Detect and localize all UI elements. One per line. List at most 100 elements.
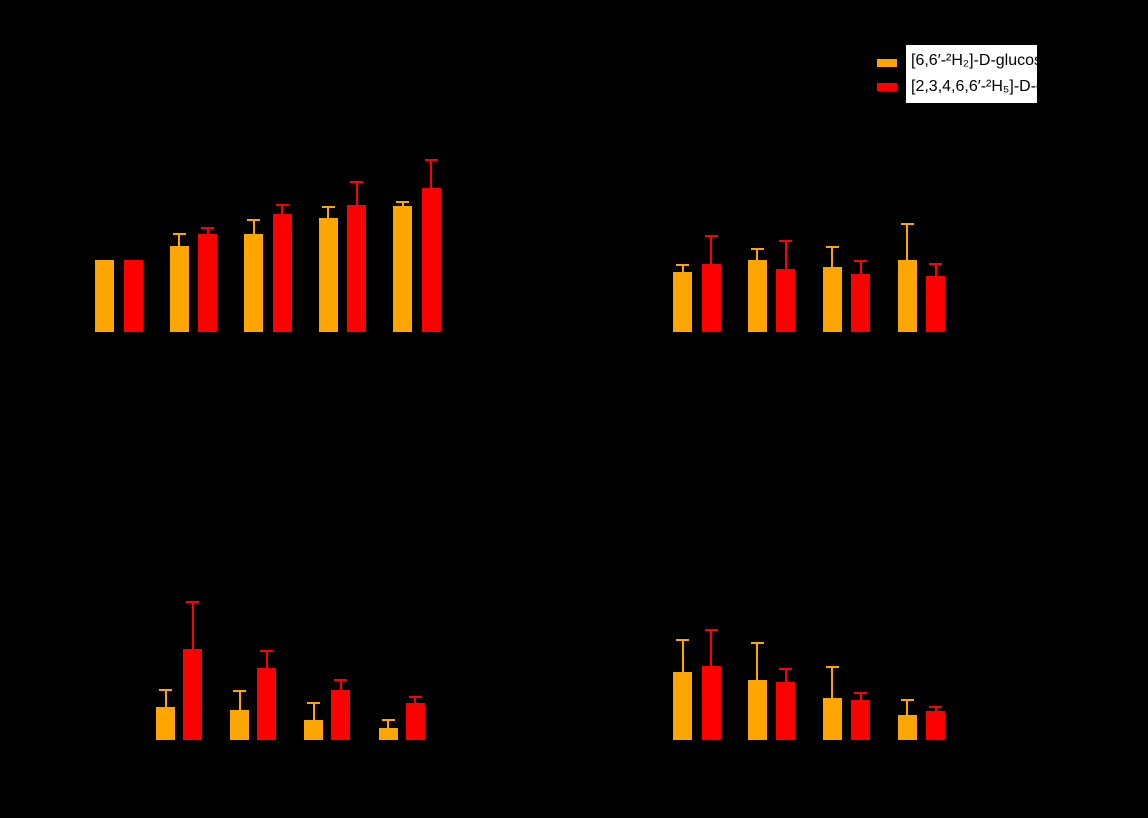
bar-top-right-g3-s1: [822, 266, 842, 332]
error-bar-cap-top-right-g1-s1: [676, 264, 689, 266]
bar-bottom-right-g1-s2: [701, 666, 721, 740]
legend-box: [6,6′-²H₂]-D-glucos [2,3,4,6,6′-²H₅]-D-g: [906, 45, 1037, 103]
error-bar-cap-top-left-g2-s1: [172, 233, 186, 235]
bar-bottom-right-g4-s1: [897, 715, 917, 740]
bar-top-right-g4-s2: [926, 276, 946, 332]
error-bar-stem-top-right-g2-s1: [756, 248, 759, 260]
bar-top-right-g2-s2: [776, 268, 796, 332]
error-bar-stem-bottom-left-g4-s1: [387, 719, 390, 728]
error-bar-cap-top-right-g4-s1: [900, 222, 914, 225]
error-bar-stem-top-right-g3-s2: [859, 261, 862, 274]
bar-top-right-g1-s2: [701, 263, 721, 332]
error-bar-cap-bottom-left-g2-s2: [260, 650, 274, 652]
error-bar-stem-top-right-g3-s1: [831, 246, 834, 267]
error-bar-cap-top-right-g2-s2: [779, 240, 793, 242]
bar-top-left-g2-s1: [169, 245, 189, 332]
error-bar-cap-top-left-g3-s1: [247, 218, 261, 221]
bar-bottom-left-g4-s1: [378, 727, 398, 740]
bar-top-right-g4-s1: [897, 260, 917, 332]
error-bar-stem-bottom-left-g1-s1: [164, 690, 167, 707]
error-bar-cap-bottom-left-g1-s2: [186, 601, 199, 603]
error-bar-cap-bottom-right-g3-s1: [825, 666, 839, 668]
bar-top-left-g3-s1: [244, 233, 264, 332]
error-bar-cap-top-right-g3-s2: [854, 260, 868, 262]
error-bar-stem-top-left-g2-s2: [206, 228, 209, 234]
bar-bottom-left-g4-s2: [405, 702, 425, 740]
error-bar-stem-top-left-g4-s1: [327, 207, 330, 218]
bar-top-left-g1-s1: [95, 259, 114, 332]
error-bar-cap-bottom-right-g2-s1: [750, 641, 764, 644]
error-bar-cap-bottom-left-g3-s2: [334, 678, 348, 681]
bar-bottom-right-g1-s1: [673, 671, 692, 740]
error-bar-stem-bottom-right-g3-s1: [831, 667, 834, 698]
error-bar-cap-bottom-right-g1-s2: [704, 628, 718, 631]
error-bar-stem-bottom-left-g1-s2: [191, 602, 194, 649]
legend-label-h2-glucose: [6,6′-²H₂]-D-glucos: [911, 52, 1037, 69]
error-bar-stem-top-right-g1-s1: [681, 265, 684, 272]
error-bar-stem-bottom-right-g2-s2: [784, 669, 787, 682]
error-bar-stem-bottom-right-g1-s2: [710, 629, 712, 666]
error-bar-cap-bottom-right-g4-s1: [900, 699, 914, 701]
error-bar-cap-bottom-left-g2-s1: [233, 690, 247, 692]
error-bar-stem-bottom-left-g4-s2: [414, 697, 417, 703]
error-bar-cap-top-right-g1-s2: [704, 235, 718, 237]
error-bar-stem-bottom-right-g1-s1: [681, 640, 684, 672]
error-bar-cap-top-left-g5-s1: [396, 200, 410, 203]
bar-bottom-right-g3-s2: [851, 700, 871, 740]
error-bar-stem-top-left-g2-s1: [178, 234, 181, 246]
error-bar-stem-top-left-g3-s2: [281, 204, 284, 214]
bar-bottom-left-g2-s2: [257, 667, 277, 740]
error-bar-stem-bottom-right-g4-s1: [906, 700, 909, 715]
legend-label-h5-glucose: [2,3,4,6,6′-²H₅]-D-g: [911, 78, 1037, 95]
error-bar-stem-top-left-g3-s1: [252, 219, 255, 234]
bar-top-left-g5-s1: [393, 206, 413, 332]
error-bar-cap-top-right-g3-s1: [825, 245, 839, 248]
bar-bottom-left-g1-s1: [156, 706, 175, 740]
error-bar-cap-bottom-right-g2-s2: [779, 668, 793, 670]
error-bar-cap-bottom-right-g1-s1: [676, 639, 689, 641]
bar-top-right-g1-s1: [673, 271, 692, 332]
error-bar-stem-top-right-g4-s2: [934, 263, 937, 276]
error-bar-stem-bottom-left-g3-s1: [312, 703, 315, 720]
bar-top-left-g4-s1: [318, 218, 338, 332]
error-bar-cap-bottom-left-g4-s1: [381, 718, 395, 721]
error-bar-cap-bottom-right-g3-s2: [854, 691, 868, 694]
bar-top-left-g3-s2: [272, 213, 292, 332]
error-bar-stem-top-right-g1-s2: [710, 236, 712, 264]
bar-bottom-left-g2-s1: [230, 709, 250, 740]
bar-top-left-g4-s2: [347, 205, 367, 332]
error-bar-stem-bottom-right-g3-s2: [859, 692, 862, 700]
bar-bottom-right-g2-s2: [776, 681, 796, 740]
error-bar-cap-top-left-g2-s2: [201, 227, 215, 229]
error-bar-cap-top-left-g5-s2: [424, 158, 438, 161]
bar-bottom-right-g3-s1: [822, 697, 842, 740]
error-bar-stem-top-left-g4-s2: [355, 181, 358, 205]
error-bar-stem-top-left-g5-s2: [430, 159, 433, 188]
bar-top-right-g2-s1: [747, 259, 767, 332]
error-bar-cap-bottom-left-g4-s2: [408, 696, 422, 698]
bar-top-left-g1-s2: [123, 259, 143, 332]
bar-bottom-left-g3-s1: [304, 719, 324, 740]
error-bar-stem-bottom-left-g2-s1: [238, 691, 241, 710]
error-bar-cap-top-left-g3-s2: [275, 203, 289, 206]
bar-top-left-g5-s2: [421, 187, 441, 332]
error-bar-stem-bottom-left-g3-s2: [339, 679, 342, 690]
bar-top-right-g3-s2: [851, 274, 871, 332]
error-bar-cap-bottom-right-g4-s2: [929, 705, 943, 708]
legend-swatch-red: [877, 83, 897, 91]
bar-bottom-right-g4-s2: [926, 710, 946, 740]
error-bar-stem-bottom-right-g2-s1: [756, 642, 759, 680]
error-bar-stem-bottom-right-g4-s2: [934, 706, 937, 711]
error-bar-cap-top-left-g4-s1: [321, 206, 335, 208]
error-bar-stem-top-right-g4-s1: [906, 223, 909, 260]
bar-top-left-g2-s2: [198, 233, 218, 332]
error-bar-stem-top-left-g5-s1: [401, 201, 404, 206]
bar-bottom-right-g2-s1: [747, 680, 767, 740]
error-bar-cap-top-right-g4-s2: [929, 262, 943, 265]
error-bar-cap-bottom-left-g3-s1: [307, 702, 321, 704]
error-bar-cap-top-left-g4-s2: [350, 180, 364, 183]
legend-swatch-orange: [877, 59, 897, 67]
error-bar-cap-top-right-g2-s1: [750, 247, 764, 250]
error-bar-stem-top-right-g2-s2: [784, 241, 787, 269]
